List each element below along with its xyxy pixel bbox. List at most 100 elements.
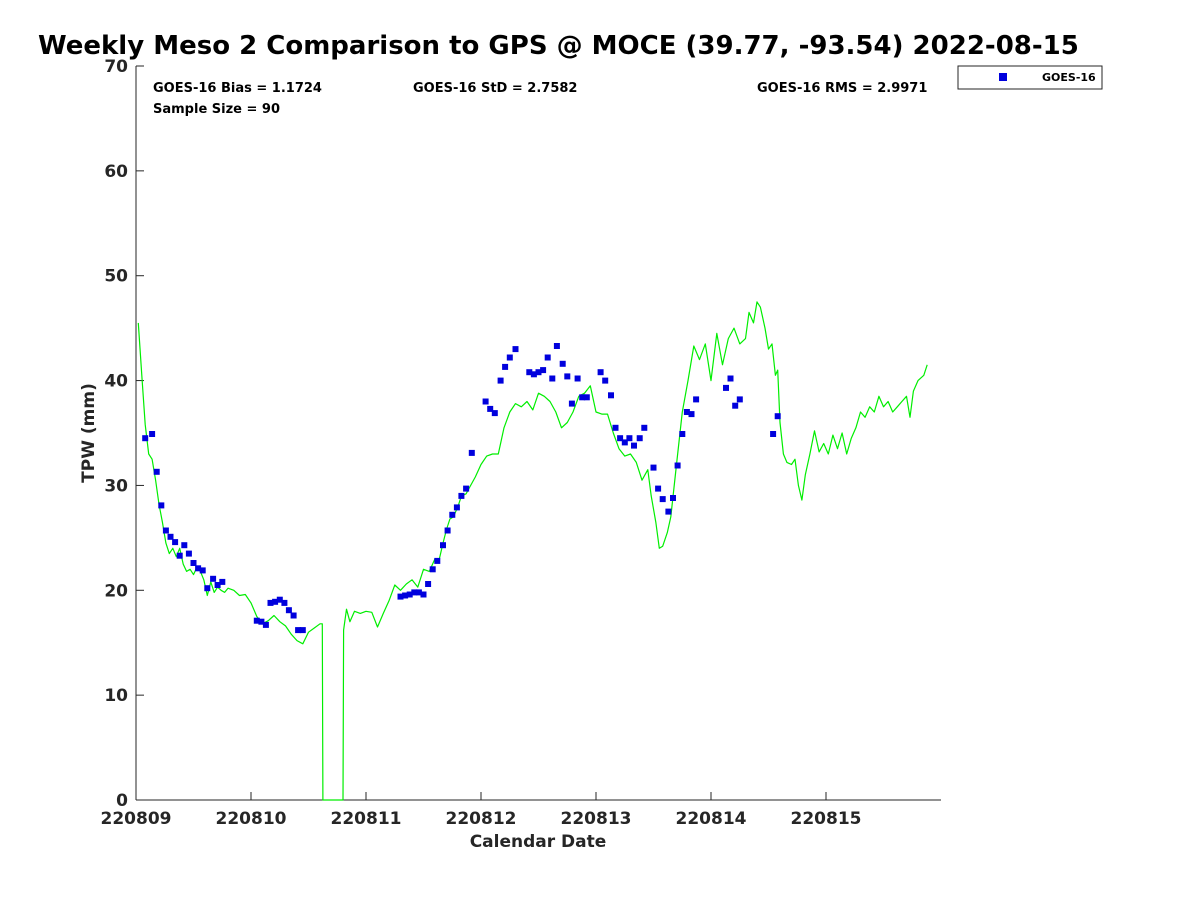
x-axis-label: Calendar Date: [470, 832, 607, 852]
x-tick-label: 220814: [676, 809, 747, 829]
x-tick-label: 220812: [446, 809, 517, 829]
x-tick-label: 220810: [216, 809, 287, 829]
goes16-data-point: [568, 400, 575, 407]
gps-series-line: [137, 301, 928, 801]
goes16-data-point: [544, 354, 551, 361]
goes16-data-point: [526, 369, 533, 376]
goes16-data-point: [449, 511, 456, 518]
goes16-data-point: [162, 527, 169, 534]
goes16-data-point: [559, 360, 566, 367]
goes16-data-point: [199, 567, 206, 574]
goes16-data-point: [736, 396, 743, 403]
chart-title: Weekly Meso 2 Comparison to GPS @ MOCE (…: [38, 31, 1079, 61]
goes16-data-point: [683, 409, 690, 415]
stats-annotations: GOES-16 Bias = 1.1724 GOES-16 StD = 2.75…: [153, 81, 927, 117]
x-tick-label: 220809: [101, 809, 172, 829]
goes16-data-point: [425, 581, 432, 587]
goes16-data-point: [272, 598, 279, 605]
x-ticks: 220809 220810 220811 220812 220813 220814 2208…: [101, 792, 862, 829]
goes16-data-point: [397, 593, 404, 600]
goes16-data-point: [774, 413, 781, 420]
goes16-data-point: [597, 369, 604, 376]
goes16-data-point: [172, 539, 179, 546]
goes16-data-point: [458, 492, 465, 499]
goes16-data-point: [602, 377, 609, 384]
goes16-data-point: [553, 343, 560, 349]
goes16-data-point: [636, 435, 643, 442]
goes16-data-point: [665, 508, 672, 515]
goes16-data-point: [299, 627, 306, 634]
goes16-data-point: [641, 424, 648, 431]
goes16-data-point: [411, 589, 418, 596]
goes16-data-point: [574, 375, 581, 382]
legend: GOES-16: [957, 65, 1103, 90]
x-tick-label: 220813: [561, 809, 632, 829]
goes16-data-point: [267, 599, 274, 606]
goes16-data-point: [420, 591, 427, 598]
goes16-data-point: [512, 346, 519, 353]
goes16-data-point: [444, 527, 451, 534]
y-tick-label: 30: [104, 476, 128, 496]
goes16-data-point: [506, 354, 513, 361]
stat-bias: GOES-16 Bias = 1.1724: [153, 81, 322, 96]
goes16-data-point: [579, 394, 586, 401]
goes16-data-point: [491, 410, 498, 417]
goes16-data-point: [468, 449, 475, 456]
goes16-data-point: [535, 369, 542, 376]
goes16-data-point: [659, 496, 666, 503]
goes16-data-point: [674, 462, 681, 469]
x-tick-label: 220815: [791, 809, 862, 829]
goes16-data-point: [429, 566, 436, 573]
goes16-data-point: [158, 502, 165, 509]
goes16-data-point: [608, 392, 614, 399]
goes16-data-point: [210, 575, 217, 582]
stat-std: GOES-16 StD = 2.7582: [413, 81, 577, 96]
goes16-data-point: [617, 435, 624, 442]
legend-square-marker-icon: [999, 73, 1007, 81]
goes16-data-point: [253, 617, 260, 624]
goes16-data-point: [149, 431, 156, 437]
goes16-data-point: [770, 431, 777, 437]
stat-rms: GOES-16 RMS = 2.9971: [757, 81, 927, 96]
goes16-data-point: [214, 582, 221, 588]
legend-box: [957, 65, 1103, 90]
goes16-data-point: [281, 599, 288, 606]
goes16-data-point: [415, 589, 422, 596]
goes16-data-point: [631, 442, 637, 449]
y-tick-label: 10: [104, 686, 128, 706]
goes16-data-point: [679, 431, 686, 437]
goes16-data-point: [219, 578, 226, 585]
y-tick-label: 70: [104, 57, 128, 77]
goes16-data-point: [285, 607, 292, 614]
goes16-data-point: [727, 375, 734, 382]
y-tick-label: 40: [104, 372, 128, 392]
goes16-data-point: [167, 533, 174, 540]
y-tick-label: 50: [104, 267, 128, 287]
goes16-data-point: [732, 402, 739, 409]
y-tick-label: 20: [104, 581, 128, 601]
goes16-data-point: [262, 621, 269, 628]
goes16-data-point: [434, 557, 441, 564]
goes16-data-point: [650, 464, 657, 471]
y-tick-label: 0: [116, 791, 128, 811]
goes16-data-point: [258, 618, 265, 625]
stat-sample-size: Sample Size = 90: [153, 102, 280, 117]
goes16-data-point: [655, 485, 662, 492]
goes16-data-point: [181, 542, 188, 549]
goes16-data-point: [176, 552, 183, 559]
goes16-data-point: [688, 411, 695, 418]
goes16-data-point: [406, 591, 413, 598]
gps-series: [137, 301, 928, 801]
y-axis-label: TPW (mm): [79, 383, 99, 483]
goes16-data-point: [295, 627, 302, 634]
goes16-data-point: [402, 592, 409, 599]
goes16-data-point: [463, 485, 470, 492]
goes16-data-point: [612, 424, 619, 431]
plot-area: 0 10 20 30 40 50 60 70 220809 220810 220811 220812…: [101, 57, 941, 829]
goes16-data-point: [195, 565, 202, 572]
goes-series: [142, 343, 781, 634]
y-tick-label: 60: [104, 162, 128, 182]
goes16-data-point: [142, 435, 149, 442]
legend-label-goes16: GOES-16: [1042, 71, 1096, 84]
